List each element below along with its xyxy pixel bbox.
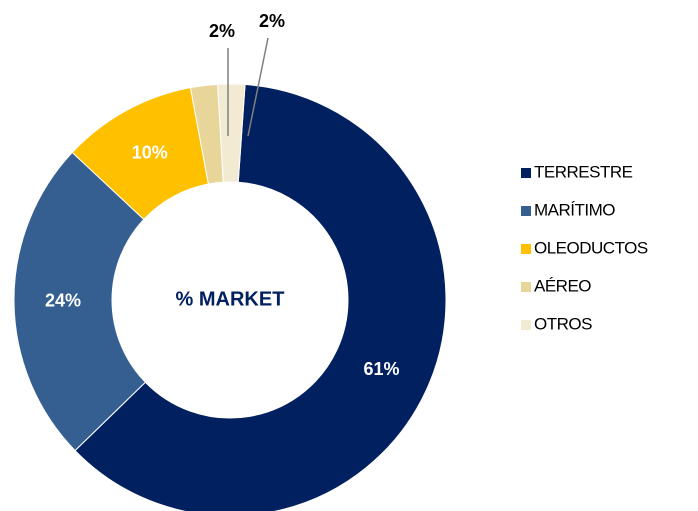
legend-label: OTROS (534, 314, 592, 333)
leader-line (247, 37, 269, 137)
donut-slice (217, 83, 246, 183)
legend-swatch (521, 282, 531, 292)
legend-swatch (521, 168, 531, 178)
data-label: 2% (259, 11, 285, 31)
legend-label: TERRESTRE (534, 162, 633, 181)
donut-slice (13, 151, 147, 452)
donut-slice (74, 83, 447, 511)
legend-swatch (521, 244, 531, 254)
legend-swatch (521, 206, 531, 216)
data-label: 61% (363, 359, 399, 379)
legend-label: AÉREO (534, 276, 591, 295)
data-label: 24% (45, 290, 81, 310)
data-label: 2% (209, 21, 235, 41)
legend-swatch (521, 320, 531, 330)
legend-label: OLEODUCTOS (534, 238, 648, 257)
center-label: % MARKET (176, 288, 285, 310)
data-label: 10% (132, 142, 168, 162)
legend-label: MARÍTIMO (534, 200, 615, 219)
